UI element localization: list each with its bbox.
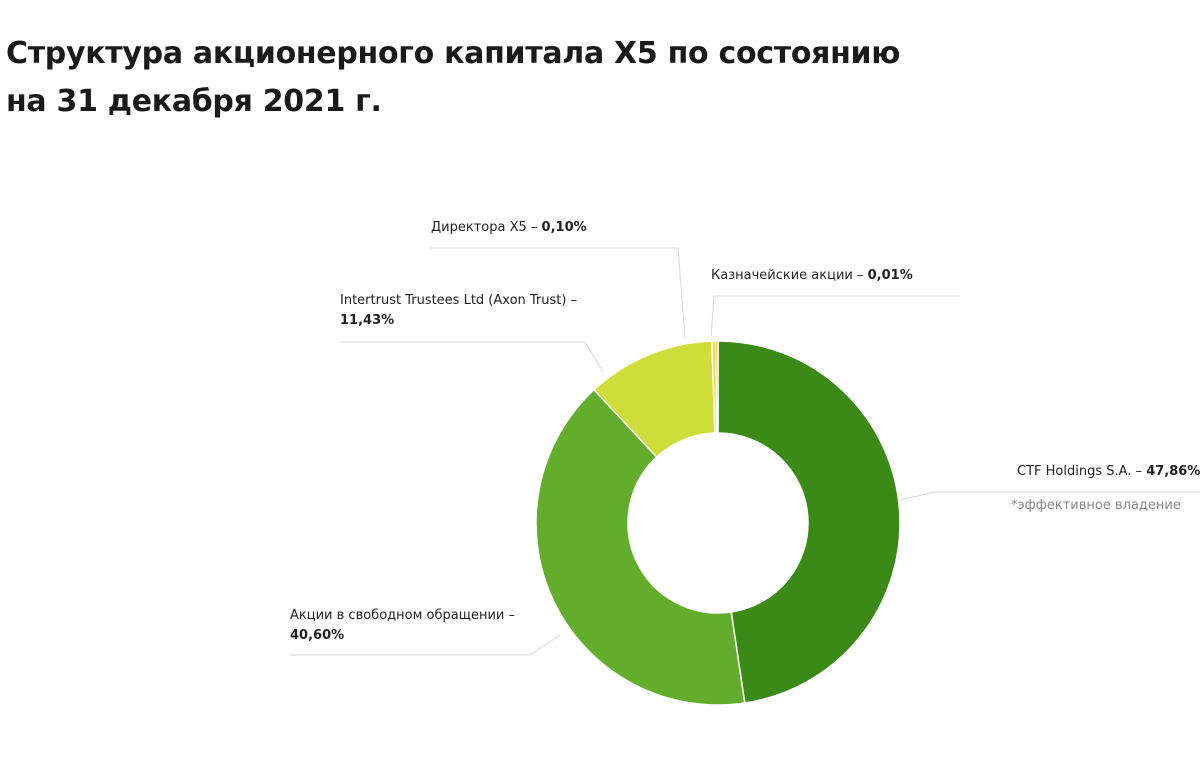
title-line-1: Структура акционерного капитала X5 по со… — [6, 36, 901, 71]
label-directors-value: 0,10% — [541, 220, 587, 235]
title-line-2: на 31 декабря 2021 г. — [6, 84, 382, 119]
label-intertrust-value: 11,43% — [340, 313, 395, 328]
label-directors-name: Директора X5 – — [431, 220, 538, 235]
slice-акции-в-свободном-обращении — [535, 388, 746, 706]
slice-ctf-holdings-s-a- — [717, 340, 901, 704]
leader-line-ctf — [899, 491, 1200, 501]
label-ctf: CTF Holdings S.A. – 47,86%* — [1017, 462, 1200, 482]
leader-line-intertrust — [340, 341, 604, 373]
label-ctf-name: CTF Holdings S.A. – — [1017, 464, 1143, 479]
label-treasury-name: Казначейские акции – — [711, 268, 864, 283]
label-free-float: Акции в свободном обращении – 40,60% — [290, 606, 515, 646]
slice-казначейские-акции — [714, 340, 719, 434]
label-treasury: Казначейские акции – 0,01% — [711, 266, 913, 286]
leader-lines — [290, 247, 1200, 656]
label-intertrust-name: Intertrust Trustees Ltd (Axon Trust) – — [340, 293, 578, 308]
leader-line-free — [290, 634, 561, 656]
label-directors: Директора X5 – 0,10% — [431, 218, 587, 238]
label-treasury-value: 0,01% — [867, 268, 913, 283]
page-title: Структура акционерного капитала X5 по со… — [6, 30, 1006, 126]
label-ctf-value: 47,86%* — [1146, 464, 1200, 479]
label-free-float-name: Акции в свободном обращении – — [290, 608, 515, 623]
label-intertrust: Intertrust Trustees Ltd (Axon Trust) – 1… — [340, 291, 577, 331]
donut-slices — [535, 340, 901, 706]
label-free-float-value: 40,60% — [290, 628, 345, 643]
leader-line-treasury — [710, 295, 960, 337]
footnote-effective-ownership: *эффективное владение — [1011, 498, 1181, 513]
leader-line-directors — [430, 247, 686, 339]
